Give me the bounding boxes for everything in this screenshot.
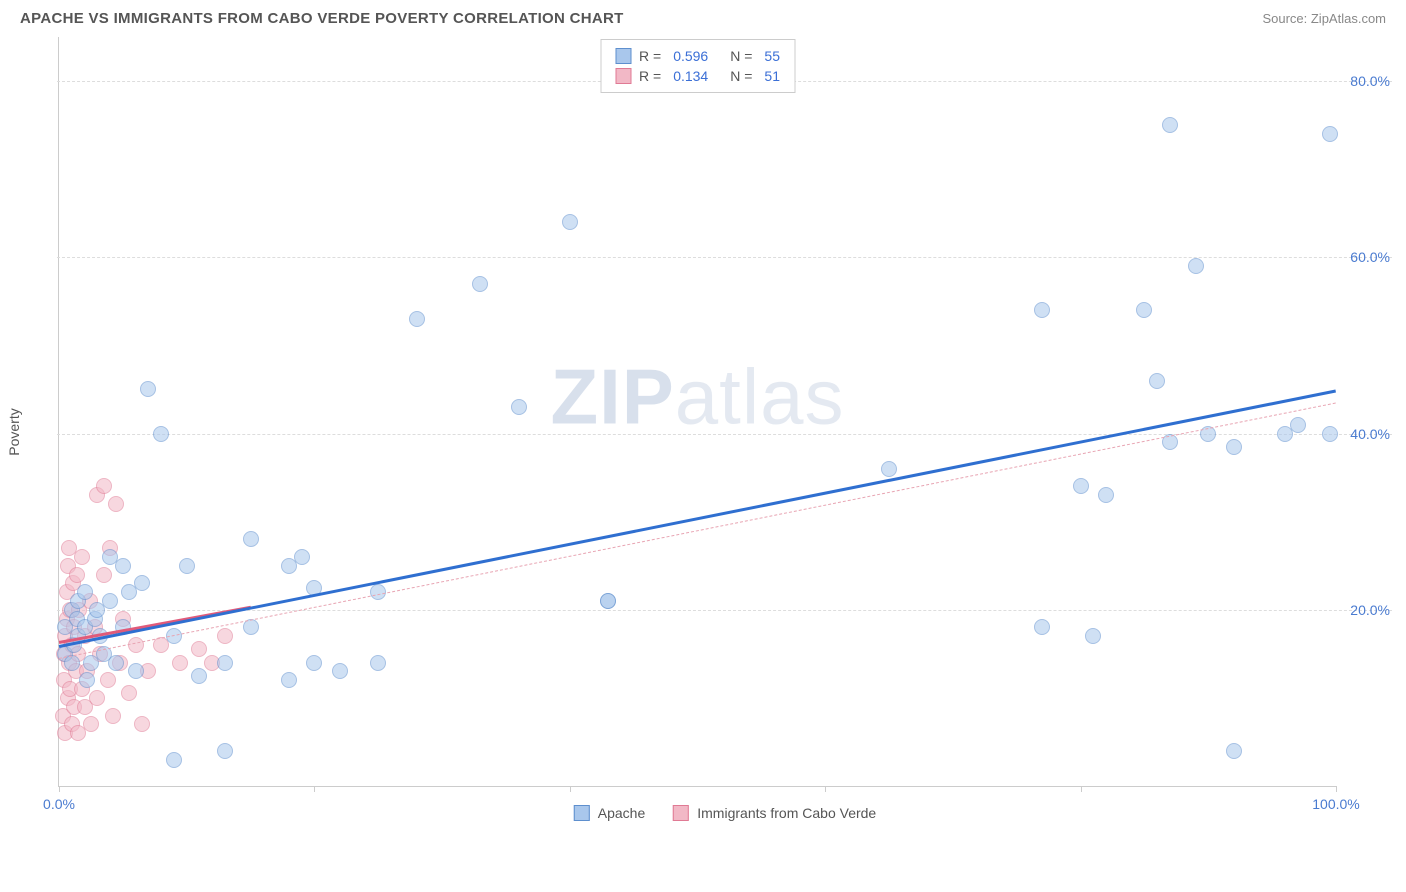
scatter-point	[472, 276, 488, 292]
y-tick-label: 60.0%	[1350, 249, 1390, 265]
scatter-point	[1226, 439, 1242, 455]
legend-n-value: 51	[764, 68, 780, 84]
y-tick-label: 80.0%	[1350, 73, 1390, 89]
legend-row: R = 0.596 N = 55	[615, 46, 780, 66]
scatter-point	[1226, 743, 1242, 759]
series-legend-item: Immigrants from Cabo Verde	[673, 805, 876, 821]
legend-r-label: R =	[639, 48, 661, 64]
scatter-point	[1085, 628, 1101, 644]
scatter-point	[121, 685, 137, 701]
legend-swatch	[615, 68, 631, 84]
scatter-point	[562, 214, 578, 230]
x-axis-max-label: 100.0%	[1312, 796, 1359, 812]
scatter-point	[172, 655, 188, 671]
gridline	[57, 434, 1392, 435]
legend-r-value: 0.596	[673, 48, 708, 64]
legend-swatch	[673, 805, 689, 821]
scatter-point	[217, 743, 233, 759]
scatter-point	[281, 672, 297, 688]
scatter-point	[1098, 487, 1114, 503]
legend-swatch	[574, 805, 590, 821]
watermark: ZIPatlas	[550, 351, 844, 442]
scatter-point	[100, 672, 116, 688]
scatter-point	[108, 655, 124, 671]
scatter-point	[140, 381, 156, 397]
legend-r-value: 0.134	[673, 68, 708, 84]
scatter-point	[1188, 258, 1204, 274]
scatter-point	[166, 752, 182, 768]
scatter-point	[69, 567, 85, 583]
scatter-point	[179, 558, 195, 574]
scatter-point	[306, 655, 322, 671]
legend-n-value: 55	[764, 48, 780, 64]
scatter-point	[74, 549, 90, 565]
watermark-zip: ZIP	[550, 352, 674, 440]
y-tick-label: 40.0%	[1350, 426, 1390, 442]
scatter-point	[115, 558, 131, 574]
scatter-point	[1034, 619, 1050, 635]
scatter-point	[77, 584, 93, 600]
scatter-point	[1322, 426, 1338, 442]
scatter-point	[294, 549, 310, 565]
chart-title: APACHE VS IMMIGRANTS FROM CABO VERDE POV…	[20, 10, 624, 27]
scatter-point	[153, 426, 169, 442]
scatter-point	[191, 668, 207, 684]
scatter-point	[409, 311, 425, 327]
scatter-point	[1149, 373, 1165, 389]
series-legend-item: Apache	[574, 805, 645, 821]
scatter-point	[128, 663, 144, 679]
scatter-point	[1034, 302, 1050, 318]
y-axis-label: Poverty	[6, 408, 22, 455]
source-label: Source: ZipAtlas.com	[1262, 11, 1386, 26]
scatter-point	[370, 655, 386, 671]
scatter-point	[96, 478, 112, 494]
scatter-point	[96, 567, 112, 583]
chart-container: Poverty ZIPatlas R =0.596N =55R =0.134N …	[54, 37, 1396, 827]
scatter-point	[79, 672, 95, 688]
series-legend: Apache Immigrants from Cabo Verde	[574, 805, 876, 821]
x-tick	[59, 786, 60, 792]
y-tick-label: 20.0%	[1350, 602, 1390, 618]
x-tick	[825, 786, 826, 792]
watermark-atlas: atlas	[675, 352, 845, 440]
gridline	[57, 610, 1392, 611]
chart-header: APACHE VS IMMIGRANTS FROM CABO VERDE POV…	[0, 0, 1406, 33]
plot-area: ZIPatlas R =0.596N =55R =0.134N =51 20.0…	[58, 37, 1336, 787]
scatter-point	[332, 663, 348, 679]
correlation-legend: R = 0.596 N = 55 R = 0.134 N = 51	[600, 39, 795, 93]
x-tick	[1081, 786, 1082, 792]
scatter-point	[128, 637, 144, 653]
scatter-point	[511, 399, 527, 415]
scatter-point	[1073, 478, 1089, 494]
scatter-point	[89, 690, 105, 706]
scatter-point	[134, 575, 150, 591]
scatter-point	[1322, 126, 1338, 142]
scatter-point	[191, 641, 207, 657]
legend-r-label: R =	[639, 68, 661, 84]
scatter-point	[881, 461, 897, 477]
scatter-point	[108, 496, 124, 512]
legend-n-label: N =	[730, 68, 752, 84]
scatter-point	[217, 628, 233, 644]
series-legend-label: Apache	[598, 805, 645, 821]
scatter-point	[1136, 302, 1152, 318]
scatter-point	[243, 531, 259, 547]
x-axis-min-label: 0.0%	[43, 796, 75, 812]
scatter-point	[217, 655, 233, 671]
legend-row: R = 0.134 N = 51	[615, 66, 780, 86]
legend-n-label: N =	[730, 48, 752, 64]
scatter-point	[1162, 117, 1178, 133]
x-tick	[1336, 786, 1337, 792]
scatter-point	[1290, 417, 1306, 433]
legend-swatch	[615, 48, 631, 64]
scatter-point	[105, 708, 121, 724]
scatter-point	[83, 716, 99, 732]
series-legend-label: Immigrants from Cabo Verde	[697, 805, 876, 821]
x-tick	[314, 786, 315, 792]
scatter-point	[600, 593, 616, 609]
scatter-point	[134, 716, 150, 732]
x-tick	[570, 786, 571, 792]
scatter-point	[102, 593, 118, 609]
